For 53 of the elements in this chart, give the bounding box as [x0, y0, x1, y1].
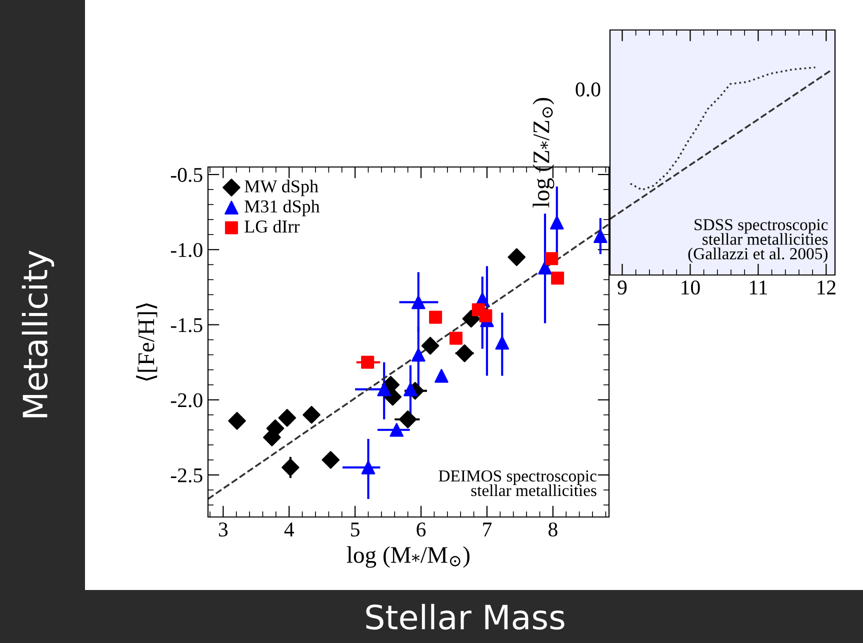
y-tick-label: -2.5: [170, 468, 202, 482]
point: [456, 344, 474, 362]
point: [508, 248, 526, 266]
y-axis-title: log (Z$_{*}$/Z$_{⊙}$): [532, 98, 554, 208]
point: [404, 382, 418, 396]
point: [594, 229, 608, 244]
point: [479, 309, 492, 322]
point: [228, 412, 246, 430]
point: [278, 408, 296, 427]
x-tick-label: 5: [351, 522, 360, 537]
x-tick-label: 3: [218, 522, 228, 537]
legend-label: M31 dSph: [244, 200, 320, 216]
x-tick-label: 12: [818, 280, 836, 294]
point: [322, 451, 340, 469]
point: [384, 388, 402, 406]
point: [282, 458, 300, 476]
point: [545, 252, 558, 266]
x-tick-label: 9: [618, 280, 627, 295]
x-tick-label: 10: [682, 280, 700, 295]
point: [302, 406, 320, 424]
annotation: DEIMOS spectroscopic stellar metallicities: [438, 470, 596, 496]
y-axis-title: ⟨[Fe/H]⟩: [136, 303, 158, 381]
y-tick-label: -1.0: [170, 242, 202, 258]
x-tick-label: 4: [284, 522, 294, 536]
point: [398, 410, 417, 428]
x-tick-label: 8: [548, 522, 558, 537]
point: [411, 295, 426, 310]
point: [495, 336, 510, 350]
point: [411, 348, 426, 362]
x-tick-label: 7: [483, 522, 492, 536]
x-tick-label: 6: [416, 522, 426, 537]
y-tick-label: -0.5: [170, 168, 202, 182]
text: Metallicity: [22, 250, 54, 418]
point: [361, 356, 374, 369]
point: [421, 336, 440, 355]
annotation: SDSS spectroscopic stellar metallicities (Gallazzi et al. 2005): [688, 219, 828, 263]
point: [550, 216, 564, 230]
x-axis-title: log (M$_{*}$/M$_{⊙}$): [346, 546, 470, 568]
point: [449, 332, 462, 345]
y-tick-label: -2.0: [170, 393, 202, 408]
text: Stellar Mass: [366, 604, 564, 630]
point: [361, 460, 376, 474]
y-tick-label: -1.5: [170, 318, 202, 332]
point: [551, 272, 564, 285]
legend-label: LG dIrr: [244, 220, 300, 233]
point: [434, 368, 448, 383]
point: [429, 310, 442, 324]
legend-label: MW dSph: [244, 180, 318, 196]
point: [390, 422, 404, 437]
x-tick-label: 11: [750, 280, 767, 294]
point: [538, 260, 552, 275]
point: [462, 310, 480, 328]
text: 0.0: [576, 82, 600, 97]
